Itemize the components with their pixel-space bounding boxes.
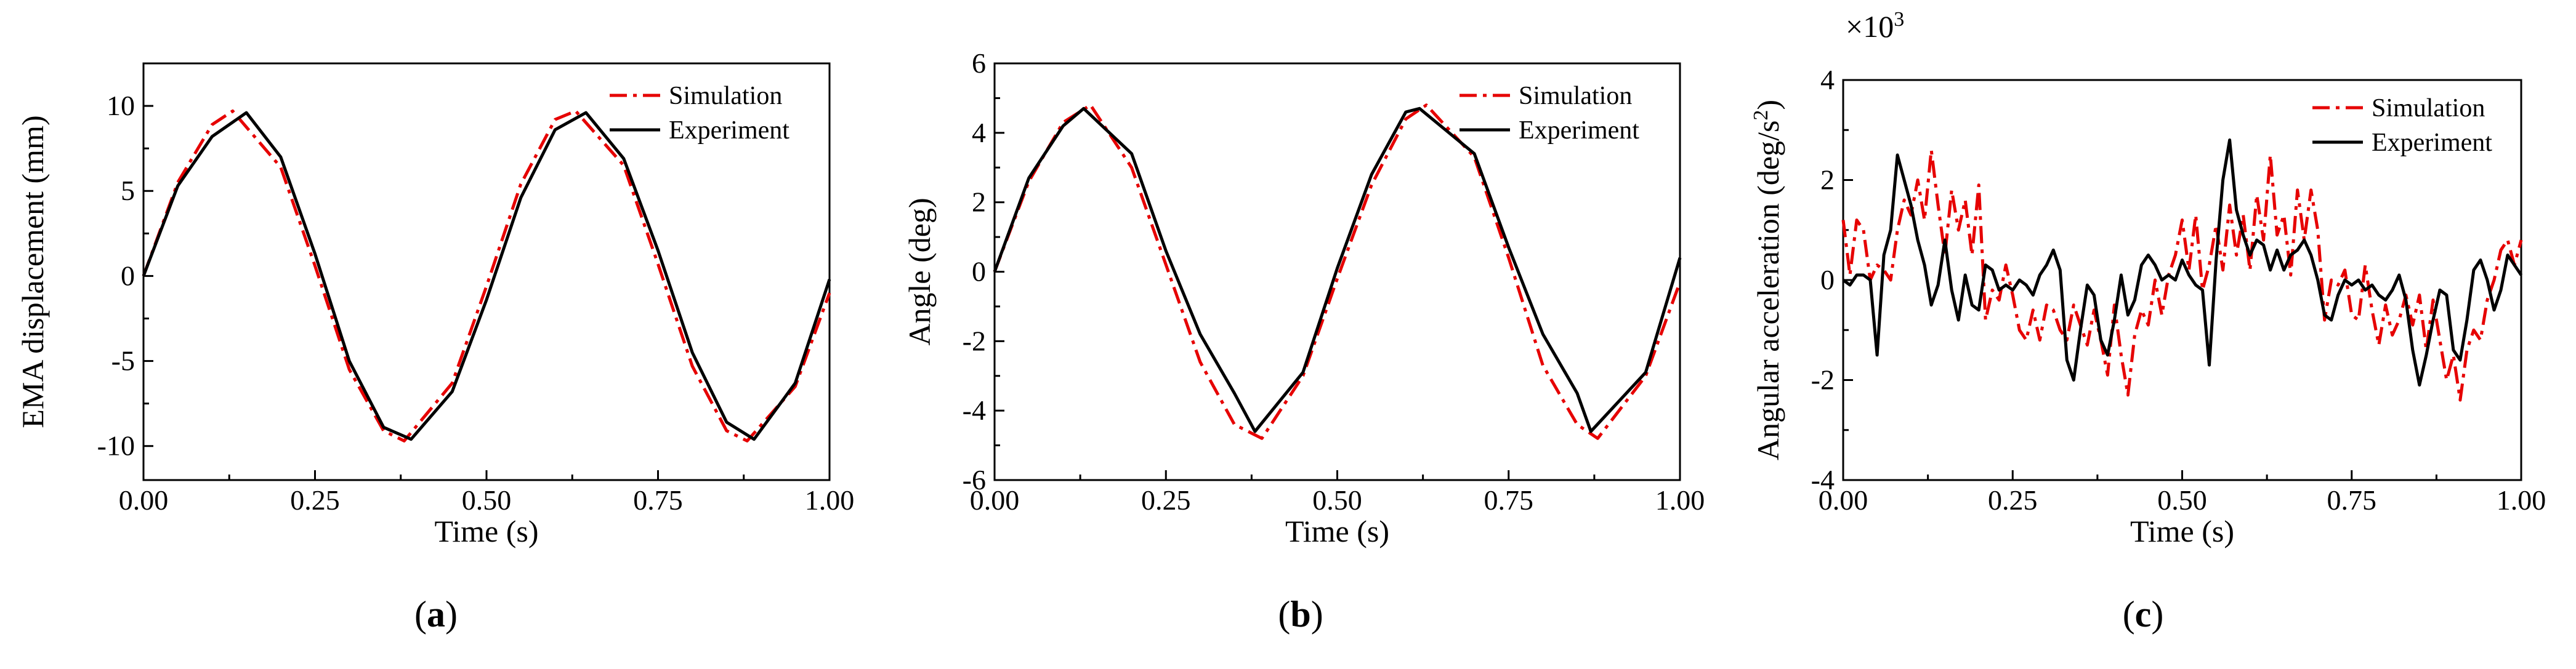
panel-a: 0.00 0.25 0.50 0.75 1.00 -10 -5 0 5 10 Time (s) EMA…: [15, 62, 855, 635]
panel-a-legend-label-simulation: Simulation: [669, 82, 782, 110]
panel-b-x-tick-label: 0.00: [970, 484, 1020, 516]
panel-b: 0.00 0.25 0.50 0.75 1.00 -6 -4 -2 0 2 4 6 Time (s) An…: [902, 47, 1705, 635]
panel-c-y-axis-title: Angular acceleration (deg/s2): [1750, 100, 1786, 460]
panel-a-x-tick-label: 0.25: [290, 484, 340, 516]
panel-c-legend-label-experiment: Experiment: [2372, 129, 2492, 157]
panel-c-marks: 0.00 0.25 0.50 0.75 1.00 -4 -2 0 2 4 Time (s) Angul…: [1750, 8, 2546, 549]
panel-b-y-axis-title: Angle (deg): [902, 198, 937, 345]
panel-b-legend-label-experiment: Experiment: [1519, 116, 1639, 145]
panel-c-series-experiment: [1842, 138, 2523, 387]
panel-c-y-tick-label: 0: [1820, 264, 1835, 295]
panel-a-x-tick-label: 1.00: [805, 484, 855, 516]
panel-b-y-tick-label: -6: [963, 464, 986, 495]
panel-a-legend-label-experiment: Experiment: [669, 116, 789, 145]
panel-a-series-simulation: [142, 109, 831, 443]
panel-a-y-tick-label: -10: [97, 430, 135, 462]
panel-c-x-tick-label: 0.50: [2157, 484, 2207, 516]
panel-c-y-tick-label: 4: [1820, 64, 1835, 95]
panel-c-x-axis-title: Time (s): [2130, 514, 2234, 548]
panel-b-marks: 0.00 0.25 0.50 0.75 1.00 -6 -4 -2 0 2 4 6 Time (s) An…: [902, 47, 1705, 548]
panel-b-y-tick-label: -4: [963, 395, 986, 426]
panel-b-caption: (b): [1278, 594, 1323, 635]
panel-b-caption-letter: b: [1290, 594, 1310, 635]
panel-a-caption: (a): [414, 594, 458, 635]
panel-b-legend-label-simulation: Simulation: [1519, 82, 1632, 110]
panel-c-legend-label-simulation: Simulation: [2372, 94, 2485, 122]
panel-c: 0.00 0.25 0.50 0.75 1.00 -4 -2 0 2 4 Time (s) Angul…: [1750, 8, 2546, 635]
panel-a-x-tick-label: 0.50: [462, 484, 512, 516]
panel-b-x-tick-label: 0.25: [1141, 484, 1191, 516]
panel-c-caption-letter: c: [2135, 594, 2152, 635]
panel-b-y-tick-label: -2: [963, 325, 986, 356]
panel-b-y-tick-label: 6: [972, 47, 986, 79]
panel-a-series-experiment: [142, 111, 831, 441]
panel-b-y-tick-label: 0: [972, 256, 986, 287]
panel-a-x-tick-label: 0.75: [633, 484, 683, 516]
panel-b-y-tick-label: 4: [972, 117, 986, 148]
panel-c-y-tick-label: -2: [1811, 364, 1835, 396]
panel-c-series-simulation: [1841, 148, 2523, 402]
panel-c-y-tick-label: 2: [1820, 164, 1835, 196]
panel-c-x-tick-label: 1.00: [2497, 484, 2546, 516]
panel-c-y-tick-label: -4: [1811, 464, 1835, 495]
panel-a-y-tick-label: -5: [111, 345, 135, 377]
panel-a-y-tick-label: 5: [121, 175, 135, 206]
panel-b-series-experiment: [993, 106, 1682, 433]
panel-c-x-tick-label: 0.00: [1819, 484, 1868, 516]
panel-a-y-tick-label: 0: [121, 260, 135, 291]
panel-b-x-axis-title: Time (s): [1285, 514, 1389, 548]
panel-c-multiplier-label: ×103: [1846, 8, 1904, 44]
panel-a-caption-letter: a: [427, 594, 445, 635]
panel-b-series-simulation: [993, 103, 1682, 440]
panel-a-x-tick-label: 0.00: [119, 484, 169, 516]
panel-b-x-tick-label: 0.50: [1312, 484, 1362, 516]
panel-a-x-axis-title: Time (s): [434, 514, 538, 548]
panel-a-y-tick-label: 10: [107, 90, 135, 121]
panel-c-caption: (c): [2123, 594, 2164, 635]
panel-b-y-tick-label: 2: [972, 186, 986, 218]
panel-b-x-tick-label: 0.75: [1484, 484, 1534, 516]
panel-a-marks: 0.00 0.25 0.50 0.75 1.00 -10 -5 0 5 10 Time (s) EMA…: [15, 62, 855, 548]
panel-a-y-axis-title: EMA displacement (mm): [15, 115, 50, 428]
panel-c-x-tick-label: 0.25: [1988, 484, 2038, 516]
panel-b-x-tick-label: 1.00: [1655, 484, 1705, 516]
panel-c-x-tick-label: 0.75: [2327, 484, 2377, 516]
